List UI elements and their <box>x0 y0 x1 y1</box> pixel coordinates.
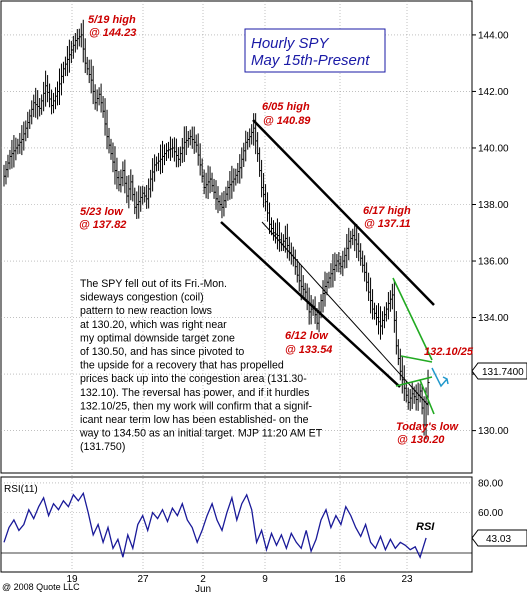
commentary-line: way to 134.50 as an initial target. MJP … <box>79 428 323 440</box>
time-axis: 19 27 2 9 16 23 Jun <box>66 574 413 593</box>
rsi-panel-label: RSI(11) <box>4 484 38 495</box>
commentary-line: 132.10/25, then my work will confirm tha… <box>80 400 312 412</box>
price-bars <box>3 19 430 440</box>
rsi-axis: 80.00 60.00 <box>478 478 503 519</box>
channel-upper-line <box>252 119 435 306</box>
ann-jun12-low-1: 6/12 low <box>285 330 329 342</box>
last-rsi-label: 43.03 <box>486 534 511 545</box>
rsi-line <box>3 491 427 559</box>
last-rsi-flag: 43.03 <box>471 529 527 547</box>
last-price-label: 131.7400 <box>482 367 524 378</box>
ann-today-low-1: Today's low <box>396 421 460 433</box>
commentary-line: the upside for a recovery that has prope… <box>80 360 284 372</box>
ann-may19-high-1: 5/19 high <box>88 14 136 26</box>
ann-may23-low-2: @ 137.82 <box>79 219 126 231</box>
price-tick-label: 134.00 <box>478 313 509 324</box>
commentary-line: sideways congestion (coil) <box>80 292 204 304</box>
ann-may23-low-1: 5/23 low <box>80 206 124 218</box>
price-tick-label: 144.00 <box>478 30 509 41</box>
commentary-text: The SPY fell out of its Fri.-Mon. sideway… <box>79 278 323 453</box>
rsi-tick-label: 60.00 <box>478 508 503 519</box>
commentary-line: my optimal downside target zone <box>80 332 235 344</box>
time-tick-label: 2 <box>200 574 206 585</box>
price-tick-label: 138.00 <box>478 200 509 211</box>
rsi-panel <box>0 476 473 573</box>
coil-pattern <box>392 277 435 415</box>
rsi-annotation: RSI <box>416 521 435 533</box>
copyright: @ 2008 Quote LLC <box>2 582 80 592</box>
commentary-line: at 130.20, which was right near <box>80 319 227 331</box>
channel-lower-line <box>220 221 401 388</box>
month-label: Jun <box>195 584 211 593</box>
chart-title-box: Hourly SPY May 15th-Present <box>244 28 386 73</box>
title-line-2: May 15th-Present <box>251 52 370 69</box>
projection-arrow <box>431 367 449 388</box>
ann-jun17-high-1: 6/17 high <box>363 205 411 217</box>
time-tick-label: 23 <box>401 574 413 585</box>
ann-jun05-high-2: @ 140.89 <box>263 115 311 127</box>
ann-today-low-2: @ 130.20 <box>397 434 445 446</box>
commentary-line: The SPY fell out of its Fri.-Mon. <box>80 278 227 290</box>
rsi-tick-label: 80.00 <box>478 478 503 489</box>
price-tick-label: 142.00 <box>478 87 509 98</box>
commentary-line: of 130.50, and has since pivoted to <box>80 346 244 358</box>
time-tick-label: 16 <box>334 574 346 585</box>
time-tick-label: 27 <box>137 574 149 585</box>
commentary-line: icant near term low has been established… <box>80 414 309 426</box>
commentary-line: pattern to new reaction lows <box>80 305 212 317</box>
ann-jun17-high-2: @ 137.11 <box>364 218 411 230</box>
ann-level-label: 132.10/25 <box>424 346 474 358</box>
commentary-line: (131.750) <box>80 441 125 453</box>
price-tick-label: 130.00 <box>478 426 509 437</box>
time-tick-label: 9 <box>262 574 268 585</box>
title-line-1: Hourly SPY <box>251 35 330 52</box>
time-tick-label: 19 <box>66 574 78 585</box>
ann-jun12-low-2: @ 133.54 <box>285 344 332 356</box>
ann-may19-high-2: @ 144.23 <box>89 27 136 39</box>
trend-channel <box>220 119 435 388</box>
price-tick-label: 136.00 <box>478 257 509 268</box>
commentary-line: 132.10). The reversal has power, and if … <box>80 387 309 399</box>
last-price-flag: 131.7400 <box>471 362 527 380</box>
ann-jun05-high-1: 6/05 high <box>262 101 310 113</box>
commentary-line: prices back up into the congestion area … <box>80 373 307 385</box>
price-tick-label: 140.00 <box>478 143 509 154</box>
